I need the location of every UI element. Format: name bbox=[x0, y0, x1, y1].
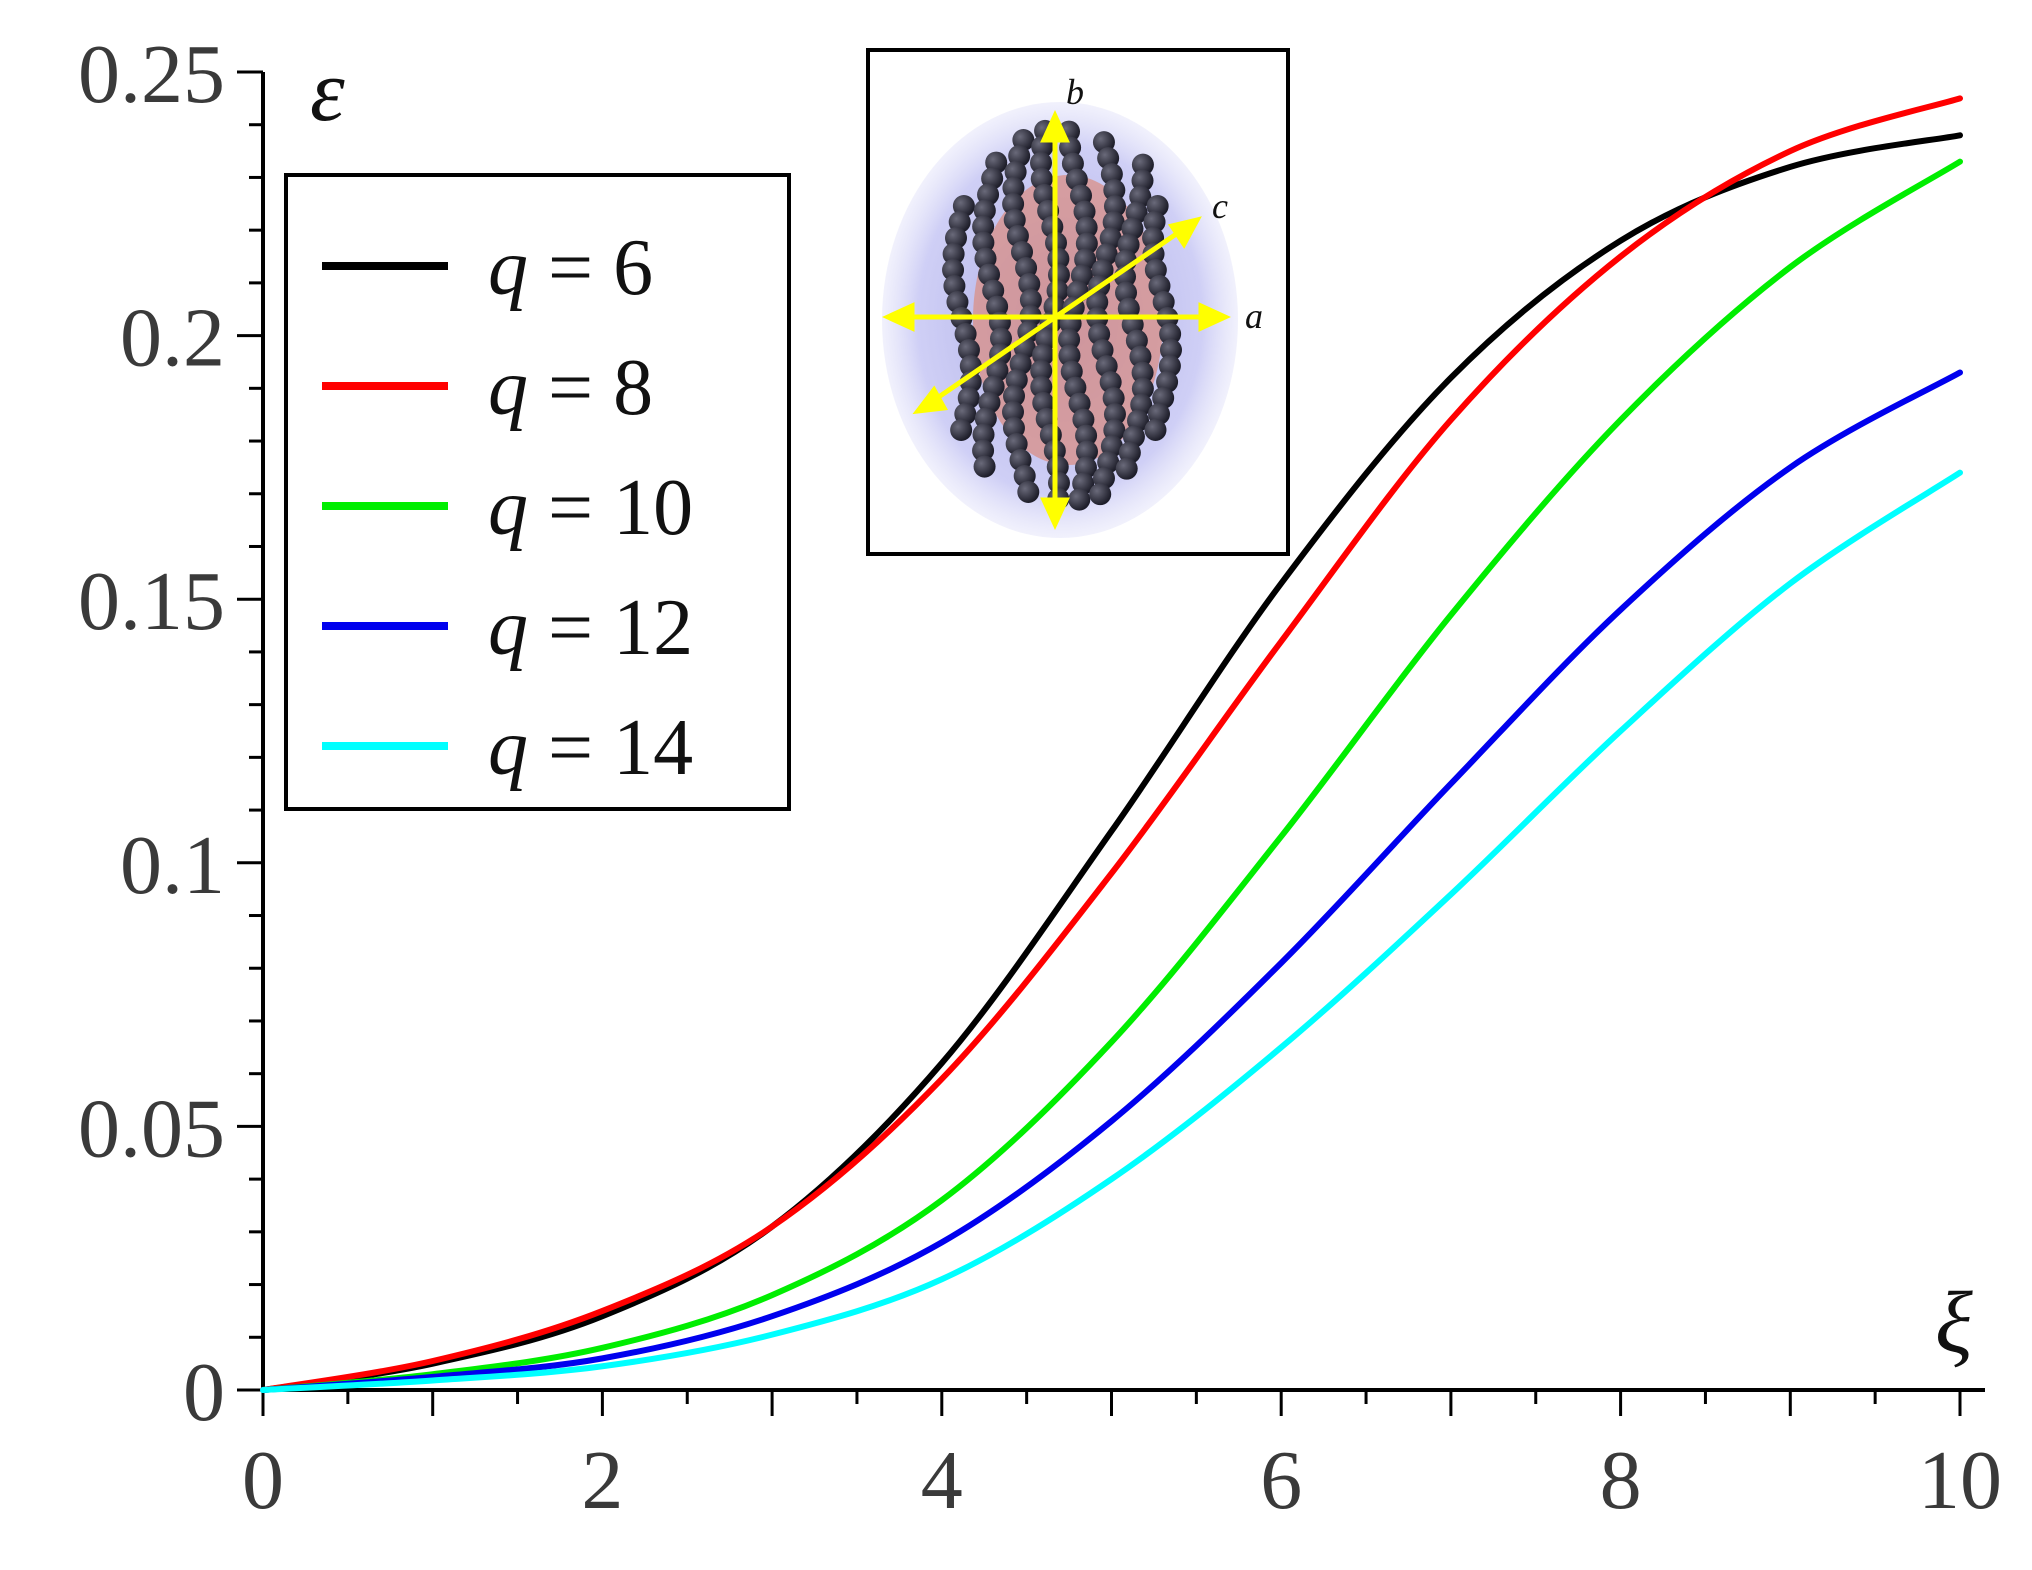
inset-bead bbox=[1086, 291, 1109, 314]
inset-bead bbox=[1103, 195, 1126, 218]
y-axis-label: ε bbox=[310, 43, 345, 140]
inset-bead bbox=[1030, 151, 1053, 174]
x-tick-label: 4 bbox=[921, 1434, 963, 1527]
x-tick-label: 8 bbox=[1600, 1434, 1642, 1527]
inset-bead bbox=[1115, 457, 1138, 480]
legend-box bbox=[284, 173, 791, 811]
x-tick-label: 2 bbox=[581, 1434, 623, 1527]
y-tick-label: 0 bbox=[183, 1346, 225, 1439]
inset-bead bbox=[989, 327, 1012, 350]
inset-bead bbox=[1004, 160, 1027, 183]
inset-arrows bbox=[881, 109, 1232, 531]
series-line-q12 bbox=[260, 369, 1963, 1393]
series-line-q14 bbox=[260, 469, 1963, 1393]
inset-bead bbox=[1131, 377, 1154, 400]
x-tick-label: 10 bbox=[1918, 1434, 2002, 1527]
inset-bead bbox=[1002, 176, 1025, 199]
inset-bead bbox=[1103, 403, 1126, 426]
tick-labels: 0 2 4 6 8 10 0 0.05 0.1 0.15 0.2 0.25 bbox=[78, 28, 2002, 1527]
inset-bead bbox=[942, 259, 965, 281]
inset-bead bbox=[972, 231, 995, 254]
y-tick-label: 0.15 bbox=[78, 555, 225, 648]
inset-bead bbox=[1019, 288, 1042, 311]
x-tick-label: 6 bbox=[1260, 1434, 1302, 1527]
inset-bead bbox=[1159, 339, 1182, 361]
inset-beads bbox=[942, 119, 1182, 511]
legend-label-q14: q = 14 bbox=[488, 704, 693, 792]
inset-bead bbox=[1129, 345, 1152, 368]
inset-bead bbox=[1075, 216, 1098, 239]
series-lines bbox=[260, 95, 1963, 1393]
inset-label-c: c bbox=[1212, 186, 1228, 226]
inset-bead bbox=[1018, 272, 1041, 295]
inset-bead bbox=[1032, 343, 1055, 366]
inset-bead bbox=[1046, 455, 1069, 478]
inset-bead bbox=[972, 439, 995, 462]
inset-bead bbox=[1073, 200, 1096, 223]
legend-label-q12: q = 12 bbox=[488, 584, 693, 672]
inset-bead bbox=[1131, 361, 1154, 384]
legend-label-q8: q = 8 bbox=[488, 344, 653, 432]
inset-bead bbox=[1103, 179, 1126, 202]
legend-label-q6: q = 6 bbox=[488, 224, 653, 312]
inset-bead bbox=[973, 199, 996, 222]
inset-bead bbox=[1131, 153, 1154, 176]
inset-bead bbox=[950, 419, 973, 441]
ticks bbox=[237, 70, 1962, 1416]
inset-bead bbox=[1144, 419, 1167, 441]
inset-bead bbox=[1003, 384, 1026, 407]
inset-bead bbox=[1030, 359, 1053, 382]
inset-bead bbox=[1017, 480, 1040, 503]
y-tick-label: 0.05 bbox=[78, 1082, 225, 1175]
inset-bead bbox=[1075, 232, 1098, 255]
inset-bead bbox=[1002, 400, 1025, 423]
inset-bead bbox=[942, 243, 965, 265]
y-tick-label: 0.1 bbox=[120, 819, 225, 912]
legend-label-q10: q = 10 bbox=[488, 464, 693, 552]
inset-image: a b c bbox=[866, 48, 1290, 556]
inset-bead bbox=[1002, 192, 1025, 215]
inset-label-a: a bbox=[1245, 296, 1263, 336]
inset-bead bbox=[1075, 440, 1098, 463]
inset-bead bbox=[972, 423, 995, 446]
inset-label-b: b bbox=[1066, 72, 1084, 112]
x-tick-label: 0 bbox=[242, 1434, 284, 1527]
inset-bead bbox=[1159, 323, 1182, 345]
y-tick-label: 0.2 bbox=[120, 292, 225, 385]
y-tick-label: 0.25 bbox=[78, 28, 225, 121]
inset-bead bbox=[1143, 211, 1166, 233]
inset-bead bbox=[973, 455, 996, 478]
inset-bead bbox=[1075, 424, 1098, 447]
inset-bead bbox=[1089, 483, 1112, 506]
series-line-q6 bbox=[260, 132, 1963, 1393]
x-axis-label: ξ bbox=[1935, 1275, 1973, 1372]
inset-bead bbox=[1102, 387, 1125, 410]
series-line-q10 bbox=[260, 158, 1963, 1393]
series-line-q8 bbox=[260, 95, 1963, 1393]
inset-bead bbox=[1030, 375, 1053, 398]
inset-bead bbox=[957, 339, 980, 361]
inset-bead bbox=[1058, 328, 1081, 351]
inset-bead bbox=[1068, 488, 1091, 511]
inset-bead bbox=[972, 215, 995, 238]
legend: q = 6 q = 8 q = 10 q = 12 q = 14 bbox=[284, 173, 791, 811]
